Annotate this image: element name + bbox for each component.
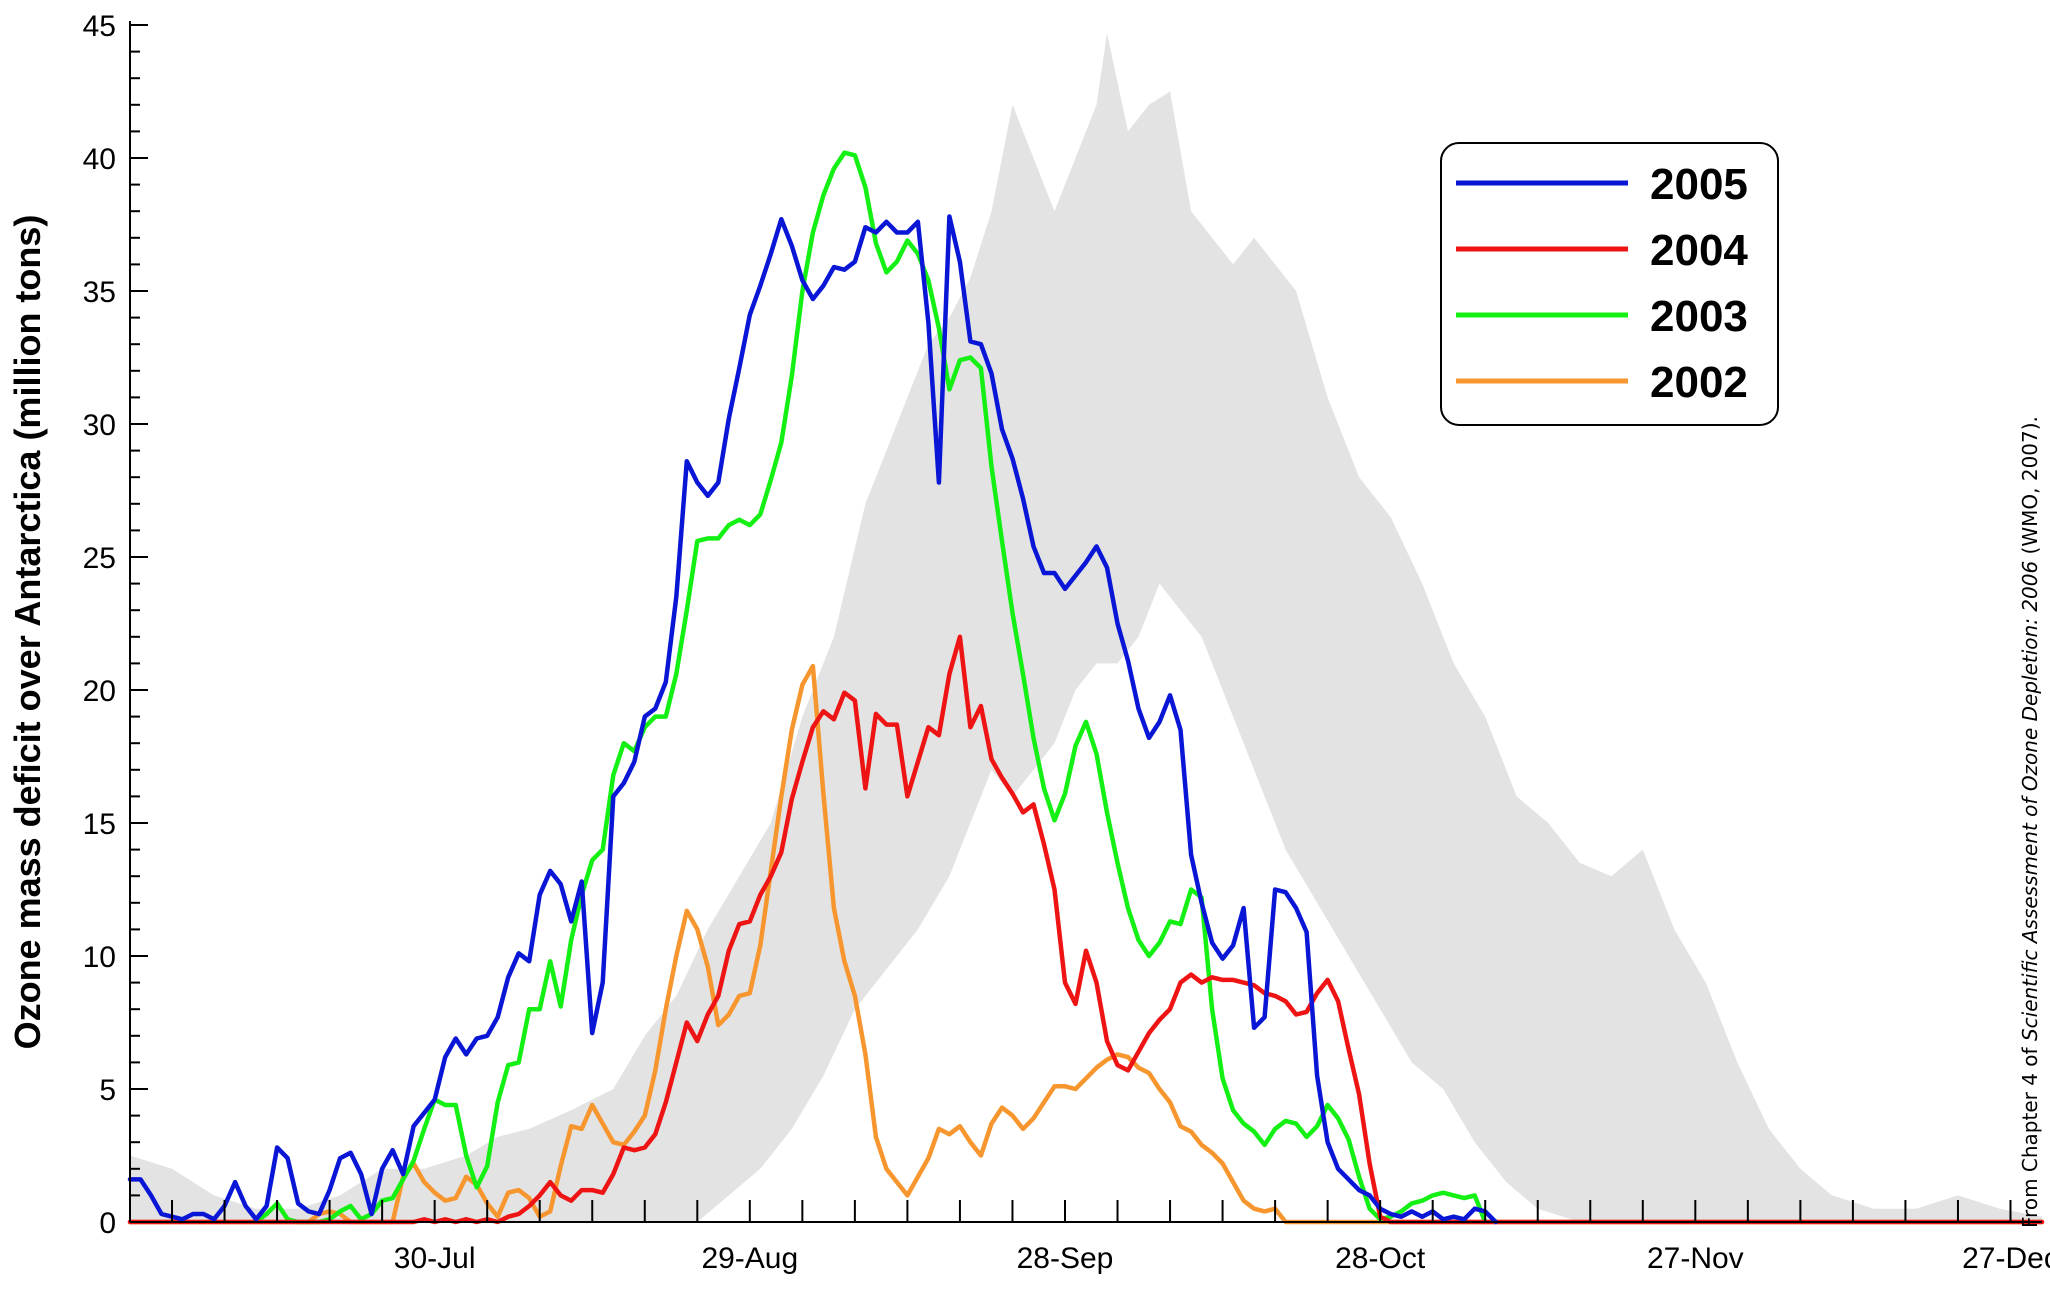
- source-credit: From Chapter 4 of Scientific Assessment …: [2018, 416, 2042, 1228]
- y-tick-label: 20: [83, 675, 116, 708]
- legend-label-2003: 2003: [1650, 292, 1748, 341]
- x-tick-label: 29-Aug: [701, 1242, 798, 1275]
- series-line-2002: [127, 663, 2045, 1225]
- y-axis-label: Ozone mass deficit over Antarctica (mill…: [7, 215, 48, 1050]
- y-tick-label: 5: [99, 1074, 116, 1107]
- x-tick-label: 28-Oct: [1335, 1242, 1426, 1275]
- series-line-2004: [127, 634, 2045, 1225]
- y-tick-label: 30: [83, 409, 116, 442]
- legend-label-2005: 2005: [1650, 160, 1748, 209]
- y-tick-label: 10: [83, 941, 116, 974]
- credit-prefix: From Chapter 4 of: [2018, 1041, 2042, 1228]
- legend-label-2004: 2004: [1650, 226, 1748, 275]
- x-tick-label: 27-Dec: [1962, 1242, 2050, 1275]
- x-tick-label: 30-Jul: [394, 1242, 476, 1275]
- credit-title: Scientific Assessment of Ozone Depletion…: [2018, 561, 2042, 1041]
- series-line-2005: [127, 214, 1498, 1225]
- legend-label-2002: 2002: [1650, 358, 1748, 407]
- y-tick-label: 0: [99, 1207, 116, 1240]
- y-tick-label: 40: [83, 143, 116, 176]
- y-tick-label: 45: [83, 10, 116, 43]
- y-tick-label: 35: [83, 276, 116, 309]
- axes: 0 5 10 15 20 25 30 35 40 45 30-Jul 29-Aug 28-Sep 28-O…: [83, 10, 2050, 1275]
- x-tick-label: 27-Nov: [1647, 1242, 1744, 1275]
- credit-suffix: (WMO, 2007).: [2018, 416, 2042, 561]
- range-band-area: [130, 33, 2042, 1222]
- series-lines: [127, 150, 2045, 1225]
- y-tick-label: 15: [83, 808, 116, 841]
- y-tick-label: 25: [83, 542, 116, 575]
- legend-box: [1440, 142, 1779, 426]
- series-line-2003: [253, 150, 1488, 1225]
- legend: 2005 2004 2003 2002: [1440, 142, 1779, 426]
- x-tick-label: 28-Sep: [1017, 1242, 1114, 1275]
- historical-range-band: [130, 33, 2042, 1222]
